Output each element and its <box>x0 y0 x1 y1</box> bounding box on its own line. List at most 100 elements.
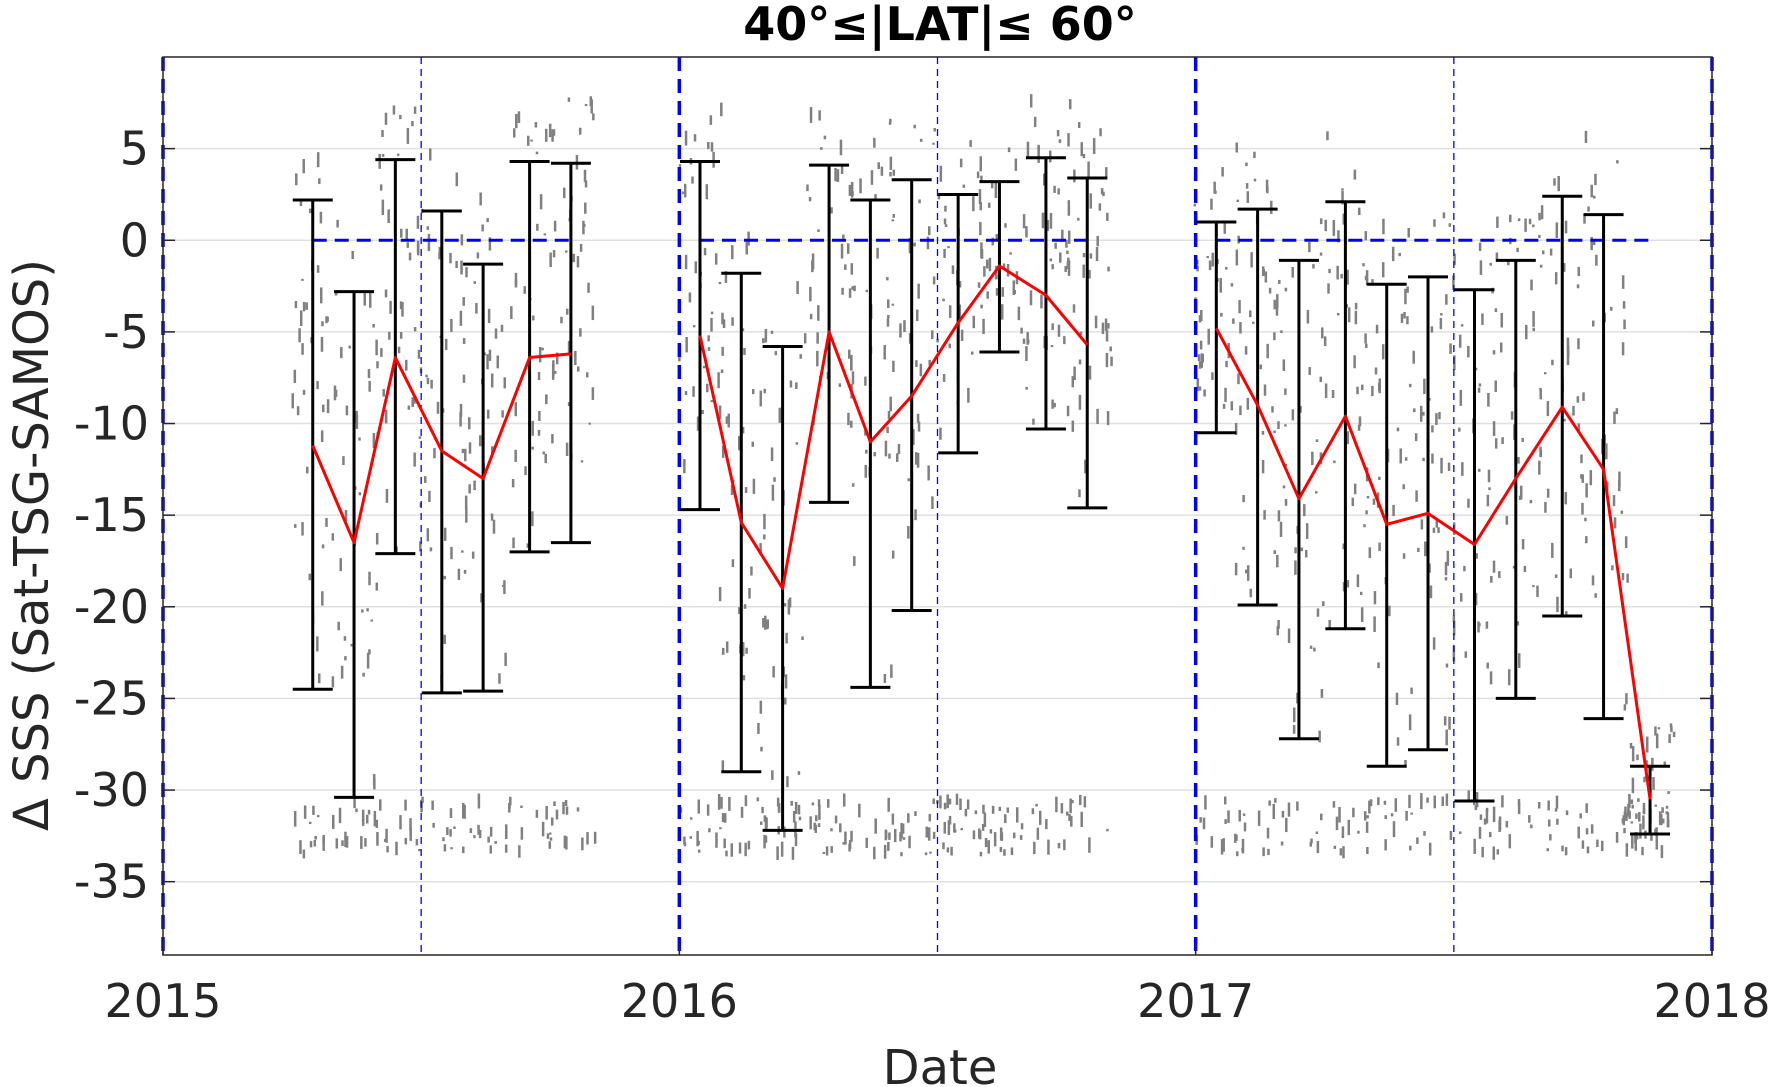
scatter-point <box>443 844 447 852</box>
scatter-point <box>552 250 556 258</box>
scatter-point <box>1539 450 1543 458</box>
scatter-point <box>1277 620 1280 629</box>
scatter-point <box>366 608 369 612</box>
scatter-point <box>1486 494 1490 507</box>
scatter-point <box>1621 818 1625 824</box>
scatter-point <box>931 496 934 509</box>
scatter-point <box>990 181 994 189</box>
scatter-point <box>1211 372 1214 380</box>
scatter-point <box>1087 161 1090 177</box>
scatter-point <box>432 822 435 828</box>
scatter-point <box>942 842 945 850</box>
scatter-point <box>1492 560 1496 573</box>
scatter-point <box>1224 819 1227 825</box>
scatter-point <box>496 355 500 369</box>
scatter-point <box>1197 354 1201 362</box>
scatter-point <box>1230 283 1234 287</box>
scatter-point <box>345 405 349 416</box>
scatter-point <box>1517 653 1521 668</box>
scatter-point <box>325 316 328 324</box>
scatter-point <box>926 236 930 250</box>
scatter-point <box>806 184 809 192</box>
scatter-point <box>1580 454 1583 464</box>
scatter-point <box>790 800 793 806</box>
scatter-point <box>817 229 820 232</box>
scatter-point <box>341 840 344 847</box>
scatter-point <box>744 795 748 807</box>
scatter-point <box>1494 438 1498 449</box>
y-tick-label: -25 <box>74 671 149 725</box>
scatter-point <box>683 459 686 474</box>
scatter-point <box>1243 822 1247 832</box>
scatter-point <box>1501 437 1504 444</box>
scatter-point <box>913 124 916 129</box>
scatter-point <box>1267 848 1270 856</box>
scatter-point <box>684 391 688 396</box>
scatter-point <box>764 328 768 343</box>
scatter-point <box>859 178 862 194</box>
scatter-point <box>1660 845 1664 859</box>
scatter-point <box>851 371 855 385</box>
scatter-point <box>995 288 999 296</box>
scatter-point <box>1635 835 1639 840</box>
scatter-point <box>964 808 968 817</box>
scatter-point <box>865 449 868 454</box>
scatter-point <box>796 281 799 295</box>
scatter-point <box>473 281 477 284</box>
scatter-point <box>848 288 852 298</box>
scatter-point <box>1478 826 1482 839</box>
scatter-point <box>1422 411 1425 416</box>
scatter-point <box>783 603 787 607</box>
scatter-point <box>1467 790 1470 802</box>
scatter-point <box>425 374 428 378</box>
scatter-point <box>562 801 565 815</box>
scatter-point <box>332 814 335 830</box>
scatter-point <box>979 221 982 236</box>
scatter-point <box>764 816 768 831</box>
scatter-point <box>340 346 343 359</box>
scatter-point <box>1245 183 1249 189</box>
scatter-point <box>1033 841 1036 855</box>
scatter-point <box>392 105 396 115</box>
scatter-point <box>460 260 463 275</box>
scatter-point <box>549 252 552 268</box>
scatter-point <box>771 770 774 780</box>
scatter-point <box>719 827 722 830</box>
scatter-point <box>1026 141 1030 158</box>
scatter-point <box>1291 266 1294 278</box>
scatter-point <box>892 214 896 218</box>
scatter-points <box>291 94 1676 861</box>
scatter-point <box>707 335 710 342</box>
y-tick-label: -30 <box>74 763 149 817</box>
scatter-point <box>1392 821 1396 838</box>
scatter-point <box>960 329 964 341</box>
scatter-point <box>763 834 766 849</box>
scatter-point <box>1263 510 1266 520</box>
scatter-point <box>487 836 490 843</box>
scatter-point <box>838 383 842 387</box>
scatter-point <box>578 127 582 135</box>
scatter-point <box>1222 838 1225 852</box>
scatter-point <box>747 840 751 850</box>
scatter-point <box>584 202 587 214</box>
scatter-point <box>982 804 985 814</box>
scatter-point <box>1276 294 1279 309</box>
scatter-point <box>1449 830 1453 841</box>
scatter-point <box>372 774 376 786</box>
scatter-point <box>889 156 893 170</box>
scatter-point <box>839 139 843 156</box>
scatter-point <box>951 265 955 275</box>
scatter-point <box>759 543 762 555</box>
scatter-point <box>505 824 508 840</box>
scatter-point <box>912 429 915 445</box>
scatter-point <box>344 656 347 661</box>
scatter-point <box>1273 299 1276 310</box>
scatter-point <box>413 452 416 467</box>
scatter-point <box>572 253 576 263</box>
scatter-point <box>1277 421 1280 430</box>
scatter-point <box>1426 797 1429 803</box>
scatter-point <box>798 816 802 821</box>
scatter-point <box>563 187 566 199</box>
scatter-point <box>531 420 534 436</box>
scatter-point <box>1029 94 1033 108</box>
